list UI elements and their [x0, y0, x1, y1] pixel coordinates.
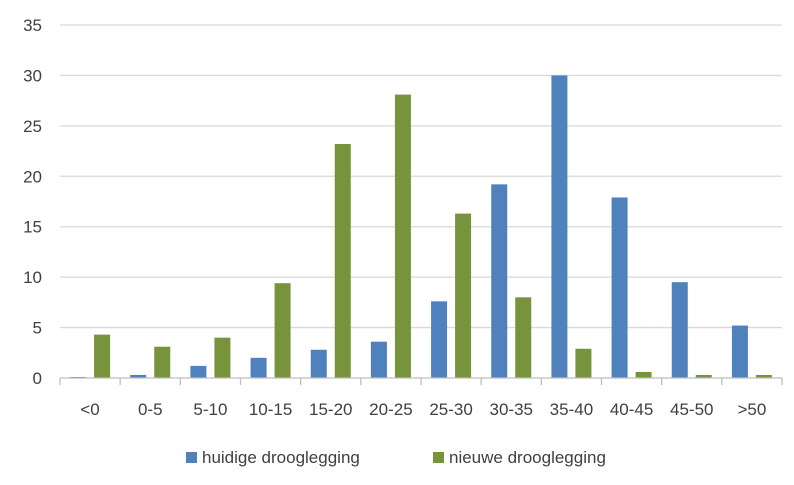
- x-tick-label: 25-30: [429, 400, 472, 419]
- x-tick-label: 10-15: [249, 400, 292, 419]
- bar-huidige: [491, 184, 508, 378]
- x-tick-label: >50: [737, 400, 766, 419]
- bar-huidige: [611, 197, 628, 378]
- bar-huidige: [551, 75, 568, 378]
- bar-huidige: [370, 341, 387, 378]
- bar-huidige: [731, 325, 748, 378]
- legend-label: nieuwe drooglegging: [449, 448, 606, 467]
- y-tick-label: 35: [23, 16, 42, 35]
- bar-nieuwe: [635, 371, 652, 378]
- x-tick-label: 40-45: [610, 400, 653, 419]
- bar-nieuwe: [214, 337, 231, 378]
- bar-nieuwe: [94, 334, 111, 378]
- bar-nieuwe: [695, 374, 712, 378]
- bar-nieuwe: [274, 283, 291, 378]
- bar-nieuwe: [455, 213, 472, 378]
- legend-swatch: [433, 452, 444, 463]
- y-tick-label: 20: [23, 167, 42, 186]
- y-tick-label: 10: [23, 268, 42, 287]
- y-tick-label: 30: [23, 66, 42, 85]
- bar-huidige: [431, 301, 448, 378]
- bar-huidige: [130, 374, 147, 378]
- x-tick-label: 5-10: [193, 400, 227, 419]
- x-tick-labels: <0 0-5 5-10 10-15 15-20 20-25 25-30 30-35 35-40 4…: [80, 400, 766, 419]
- gridlines: [60, 24, 782, 329]
- bar-nieuwe: [575, 348, 592, 378]
- axes: [59, 377, 783, 385]
- legend-label: huidige drooglegging: [202, 448, 360, 467]
- bar-nieuwe: [755, 374, 772, 378]
- x-tick-label: 35-40: [550, 400, 593, 419]
- x-tick-label: 0-5: [138, 400, 163, 419]
- bar-nieuwe: [154, 346, 171, 378]
- y-tick-label: 25: [23, 117, 42, 136]
- bar-nieuwe: [515, 297, 532, 378]
- bar-huidige: [671, 282, 688, 378]
- bar-huidige: [250, 357, 267, 378]
- x-tick-label: 20-25: [369, 400, 412, 419]
- y-tick-label: 5: [33, 319, 42, 338]
- y-tick-label: 15: [23, 218, 42, 237]
- x-tick-label: 15-20: [309, 400, 352, 419]
- x-tick-label: 30-35: [490, 400, 533, 419]
- bar-huidige: [310, 349, 327, 378]
- x-tick-label: 45-50: [670, 400, 713, 419]
- y-tick-labels: 0 5 10 15 20 25 30 35: [23, 16, 42, 388]
- legend-swatch: [186, 452, 197, 463]
- x-tick-label: <0: [80, 400, 99, 419]
- bar-huidige: [190, 365, 207, 378]
- bars: [70, 75, 772, 378]
- y-tick-label: 0: [33, 369, 42, 388]
- legend: huidige drooglegging nieuwe drooglegging: [186, 448, 606, 467]
- bar-nieuwe: [334, 144, 351, 378]
- bar-nieuwe: [394, 94, 411, 378]
